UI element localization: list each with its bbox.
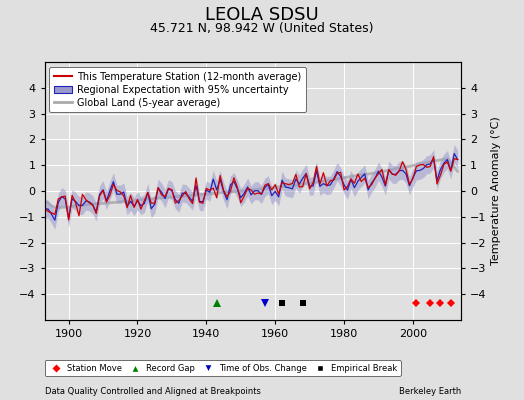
Text: Berkeley Earth: Berkeley Earth: [399, 387, 461, 396]
Text: LEOLA SDSU: LEOLA SDSU: [205, 6, 319, 24]
Legend: Station Move, Record Gap, Time of Obs. Change, Empirical Break: Station Move, Record Gap, Time of Obs. C…: [45, 360, 401, 376]
Text: Data Quality Controlled and Aligned at Breakpoints: Data Quality Controlled and Aligned at B…: [45, 387, 260, 396]
Y-axis label: Temperature Anomaly (°C): Temperature Anomaly (°C): [491, 117, 501, 265]
Text: 45.721 N, 98.942 W (United States): 45.721 N, 98.942 W (United States): [150, 22, 374, 35]
